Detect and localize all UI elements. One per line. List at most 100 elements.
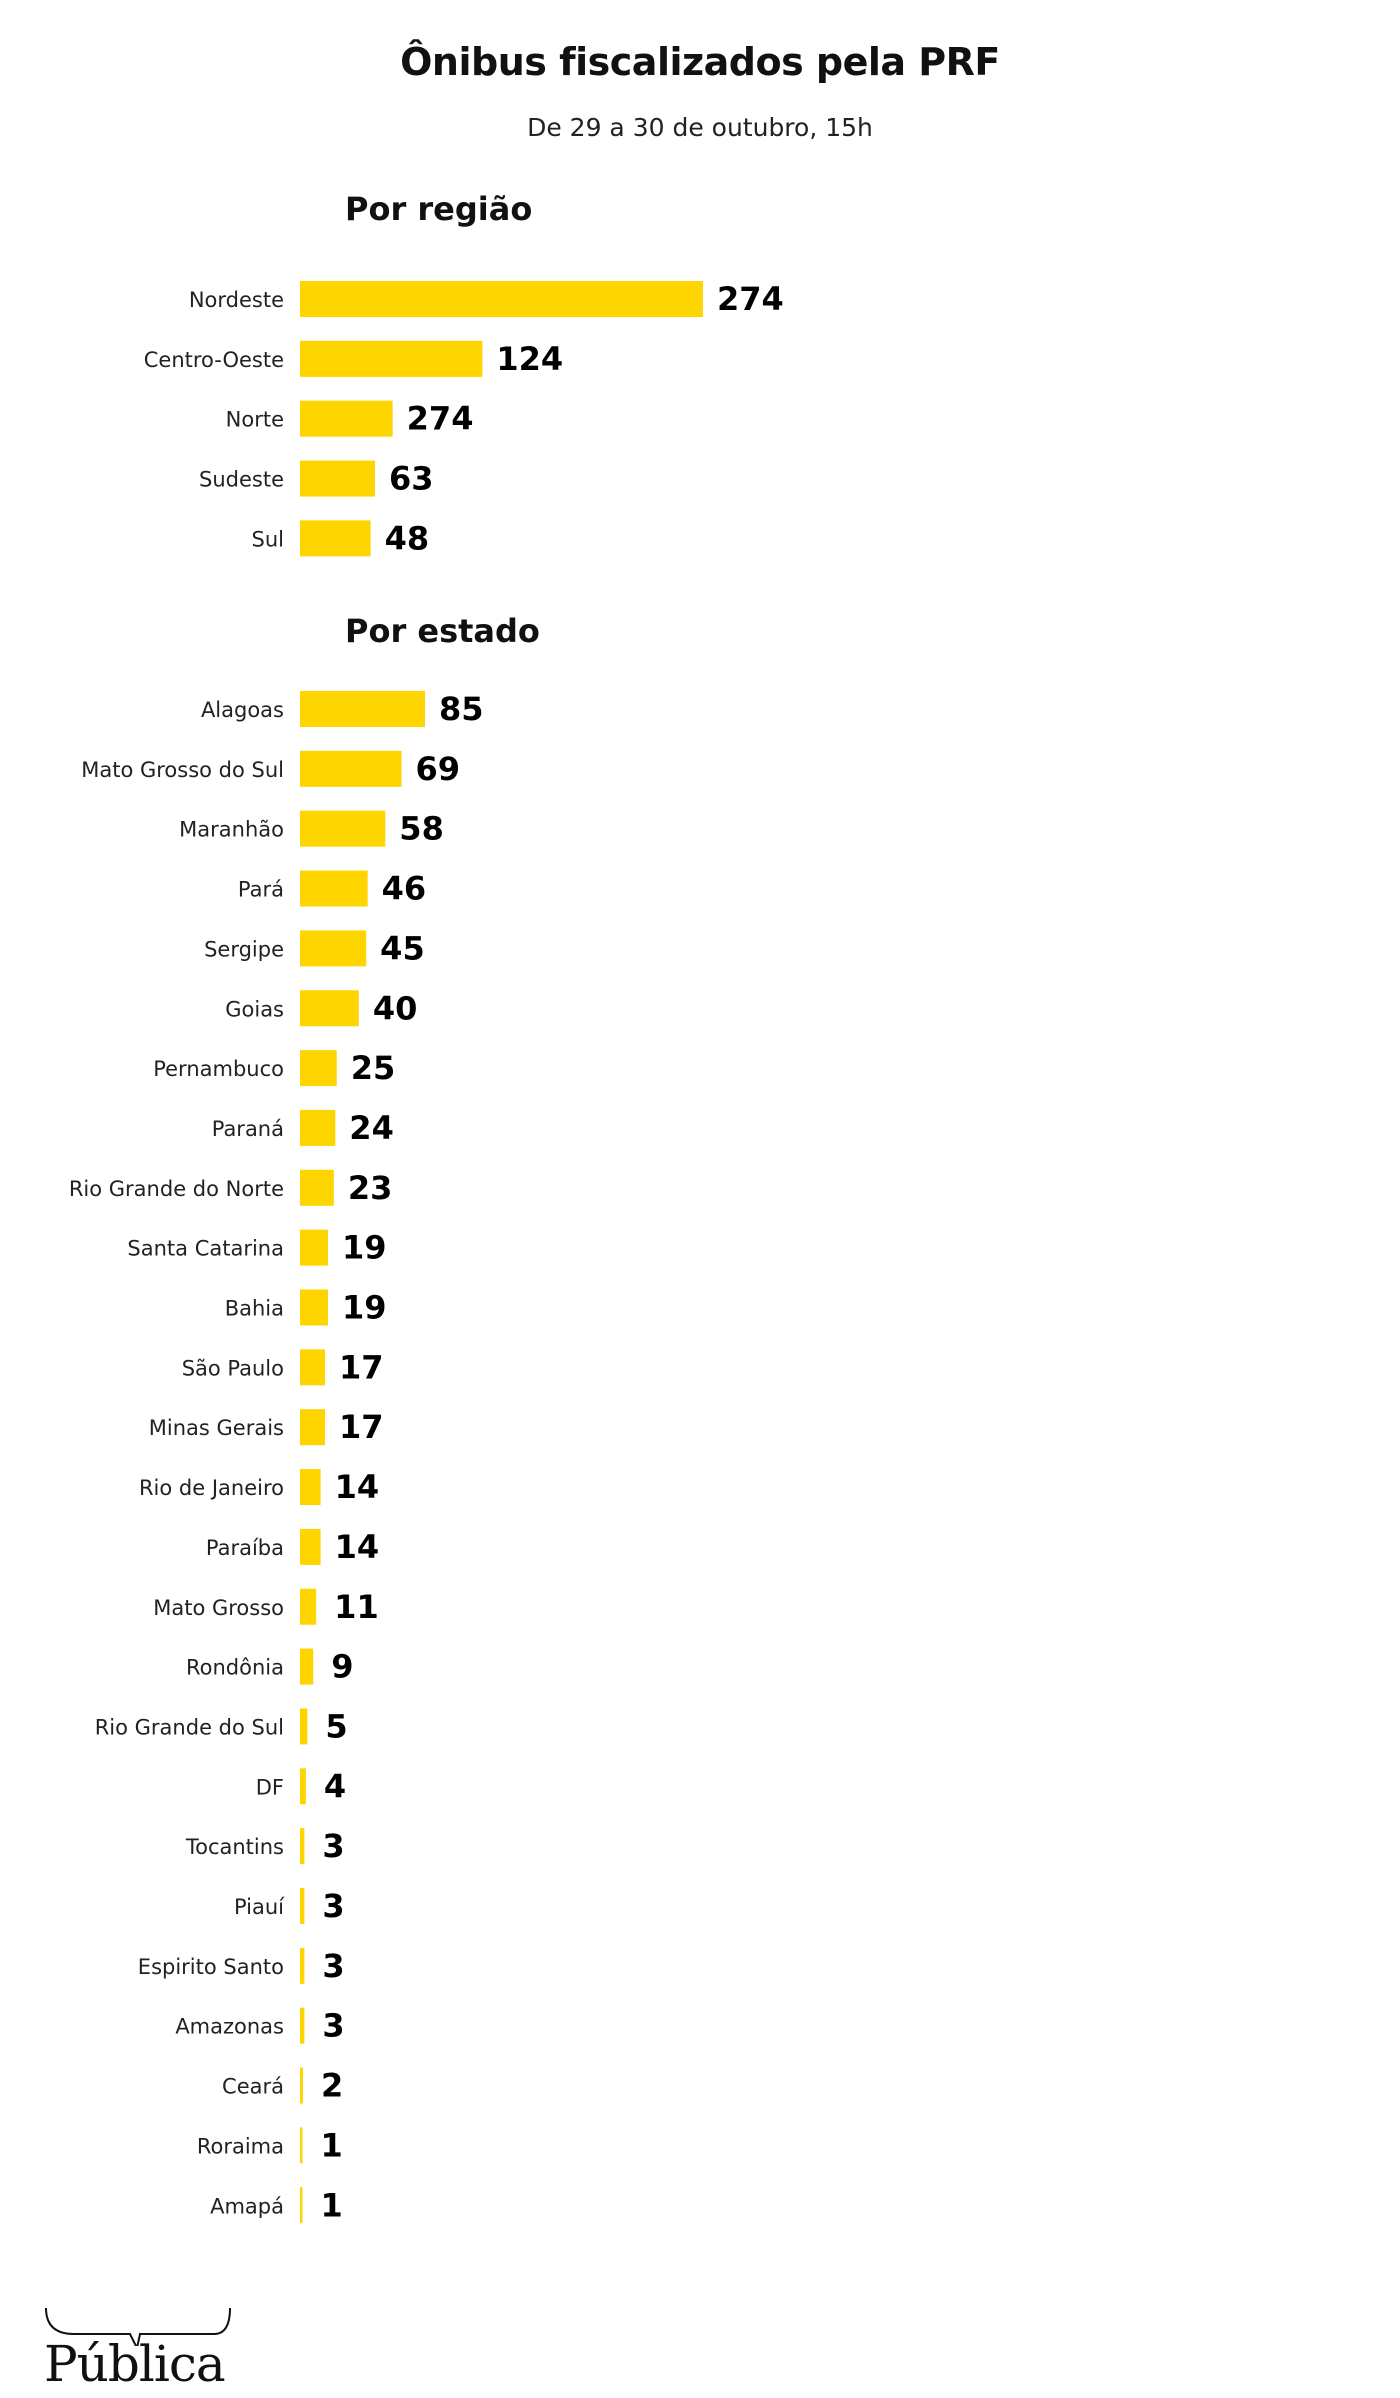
value-label: 1 [321,2126,343,2164]
value-label: 5 [325,1707,347,1745]
bar [300,1768,306,1805]
category-label: Minas Gerais [149,1416,284,1440]
chart-subtitle: De 29 a 30 de outubro, 15h [527,113,873,142]
category-label: Sul [252,527,284,551]
publica-logo: Pública [44,2335,226,2393]
category-label: Goias [225,997,284,1021]
bar [300,2067,303,2104]
bar [300,1109,336,1146]
category-label: Rio Grande do Norte [69,1177,284,1201]
category-label: Rio de Janeiro [139,1476,284,1500]
category-label: Amapá [210,2194,284,2218]
category-label: Rondônia [186,1656,284,1680]
category-label: Tocantins [185,1835,284,1859]
value-label: 17 [339,1408,384,1446]
section-title-region: Por região [345,190,533,228]
category-label: Amazonas [175,2015,284,2039]
category-label: Sudeste [199,468,284,492]
value-label: 2 [321,2067,343,2105]
bar [300,990,359,1027]
bar [300,2007,305,2044]
category-label: Ceará [222,2075,284,2099]
value-label: 3 [322,1947,344,1985]
bar [300,2127,303,2164]
category-label: São Paulo [182,1356,284,1380]
category-label: Espirito Santo [138,1955,284,1979]
bar [300,1289,328,1326]
section-title-state: Por estado [345,612,540,650]
value-label: 14 [335,1528,380,1566]
category-label: Norte [226,408,284,432]
value-label: 23 [348,1169,393,1207]
category-label: Santa Catarina [127,1237,284,1261]
bar [300,340,483,377]
bar [300,870,368,907]
category-label: Pará [238,878,284,902]
value-label: 124 [496,340,563,378]
value-label: 4 [324,1767,346,1805]
value-label: 58 [399,810,444,848]
bar [300,1349,326,1386]
category-label: Pernambuco [153,1057,284,1081]
value-label: 48 [385,519,430,557]
value-label: 14 [335,1468,380,1506]
value-label: 46 [382,870,427,908]
bar [300,400,393,437]
value-label: 1 [321,2186,343,2224]
value-label: 45 [380,929,425,967]
value-label: 274 [717,280,784,318]
value-label: 274 [407,400,474,438]
category-label: Sergipe [204,937,284,961]
value-label: 85 [439,690,484,728]
category-label: Mato Grosso do Sul [81,758,284,782]
category-label: Maranhão [179,818,284,842]
bar [300,750,402,787]
bar [300,1050,337,1087]
bar [300,281,703,317]
bar [300,930,367,967]
bar [300,1528,321,1565]
category-label: DF [256,1775,284,1799]
value-label: 40 [373,989,418,1027]
category-label: Nordeste [189,288,284,312]
category-label: Rio Grande do Sul [95,1715,284,1739]
category-label: Centro-Oeste [144,348,284,372]
value-label: 25 [351,1049,396,1087]
bar [300,691,426,727]
bar [300,1588,317,1625]
publica-logo-bracket [45,2307,231,2346]
value-label: 11 [334,1588,379,1626]
value-label: 19 [342,1289,387,1327]
category-label: Paraná [212,1117,284,1141]
bar [300,1169,334,1206]
value-label: 63 [389,460,434,498]
category-label: Roraima [197,2134,284,2158]
bar [300,1469,321,1506]
bar [300,520,371,557]
bar [300,1409,326,1446]
bar [300,2187,303,2224]
bar [300,1229,328,1266]
value-label: 3 [322,2007,344,2045]
bar [300,1648,314,1685]
value-label: 19 [342,1229,387,1267]
bar [300,460,376,497]
category-label: Paraíba [206,1536,284,1560]
category-label: Piauí [234,1895,285,1919]
category-label: Alagoas [201,698,284,722]
value-label: 9 [331,1648,353,1686]
value-label: 3 [322,1887,344,1925]
category-label: Bahia [225,1297,284,1321]
value-label: 24 [349,1109,394,1147]
bar [300,810,386,847]
chart-title: Ônibus fiscalizados pela PRF [400,40,1000,84]
bar [300,1947,305,1984]
category-label: Mato Grosso [153,1596,284,1620]
value-label: 69 [415,750,460,788]
bar [300,1708,308,1745]
value-label: 17 [339,1348,384,1386]
bar [300,1828,305,1865]
bar [300,1888,305,1924]
value-label: 3 [322,1827,344,1865]
